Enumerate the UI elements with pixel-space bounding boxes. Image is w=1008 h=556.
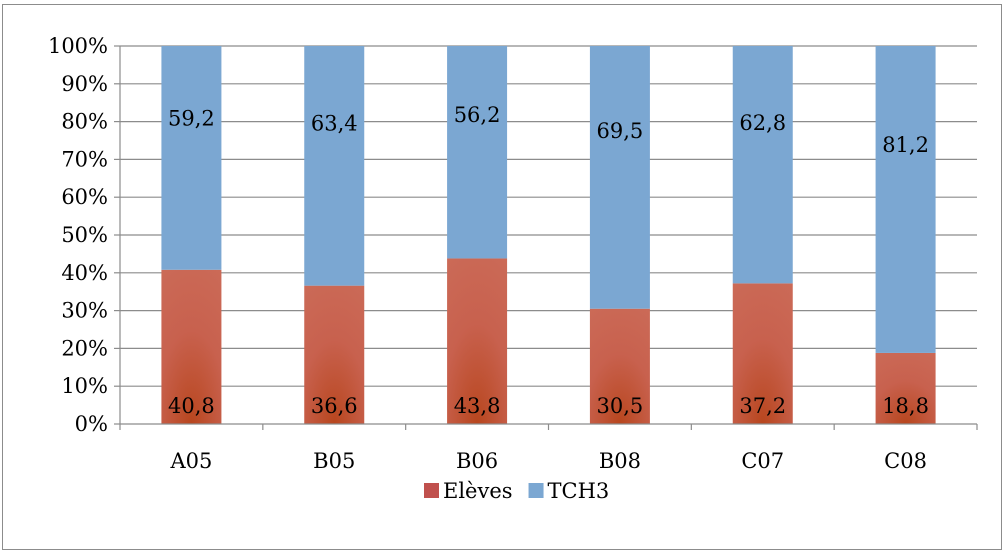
y-tick-label: 60% (61, 185, 108, 209)
bar-el-ves-a05 (161, 269, 222, 424)
legend-label: TCH3 (548, 479, 610, 503)
bars (161, 46, 936, 424)
x-tick-label: B08 (599, 449, 641, 473)
bar-el-ves-b05 (304, 285, 365, 424)
data-label: 36,6 (311, 394, 358, 418)
bar-tch3-c08 (875, 46, 936, 353)
bar-tch3-b06 (447, 46, 508, 259)
data-label: 69,5 (597, 119, 644, 143)
data-label: 18,8 (882, 394, 929, 418)
data-label: 30,5 (597, 394, 644, 418)
x-tick-label: B06 (456, 449, 498, 473)
bar-tch3-b05 (304, 46, 365, 286)
y-tick-label: 0% (75, 412, 108, 436)
y-tick-label: 20% (61, 336, 108, 360)
bar-tch3-c07 (732, 46, 793, 284)
y-tick-label: 80% (61, 110, 108, 134)
data-label: 40,8 (168, 394, 215, 418)
data-label: 63,4 (311, 112, 358, 136)
data-label: 43,8 (454, 394, 501, 418)
data-label: 59,2 (168, 107, 215, 131)
data-label: 37,2 (739, 394, 786, 418)
y-tick-label: 30% (61, 299, 108, 323)
y-tick-label: 50% (61, 223, 108, 247)
y-tick-label: 70% (61, 147, 108, 171)
y-tick-label: 40% (61, 261, 108, 285)
bar-el-ves-c07 (732, 283, 793, 424)
y-tick-label: 90% (61, 72, 108, 96)
data-label: 56,2 (454, 103, 501, 127)
bar-tch3-a05 (161, 46, 222, 270)
x-tick-label: B05 (313, 449, 355, 473)
data-label: 62,8 (739, 111, 786, 135)
x-tick-label: C07 (741, 449, 784, 473)
x-tick-label: C08 (884, 449, 927, 473)
bar-tch3-b08 (589, 46, 650, 309)
legend-label: Elèves (443, 479, 513, 503)
data-labels: 40,8 59,2 36,6 63,4 43,8 56,2 30,5 69,5 37,2 62,8… (168, 103, 929, 418)
legend: Elèves TCH3 (424, 479, 609, 503)
y-tick-label: 10% (61, 374, 108, 398)
y-tick-label: 100% (48, 34, 108, 58)
bar-el-ves-b08 (589, 308, 650, 424)
legend-swatch-el-ves (424, 483, 439, 498)
legend-swatch-tch3 (528, 483, 544, 498)
bar-el-ves-b06 (447, 258, 508, 424)
axes: 0% 10% 20% 30% 40% 50% 60% 70% 80% 90% 100% A05 B05 B… (48, 34, 978, 473)
gridlines (120, 45, 977, 387)
x-tick-label: A05 (169, 449, 212, 473)
data-label: 81,2 (882, 133, 929, 157)
bar-el-ves-c08 (875, 352, 936, 424)
